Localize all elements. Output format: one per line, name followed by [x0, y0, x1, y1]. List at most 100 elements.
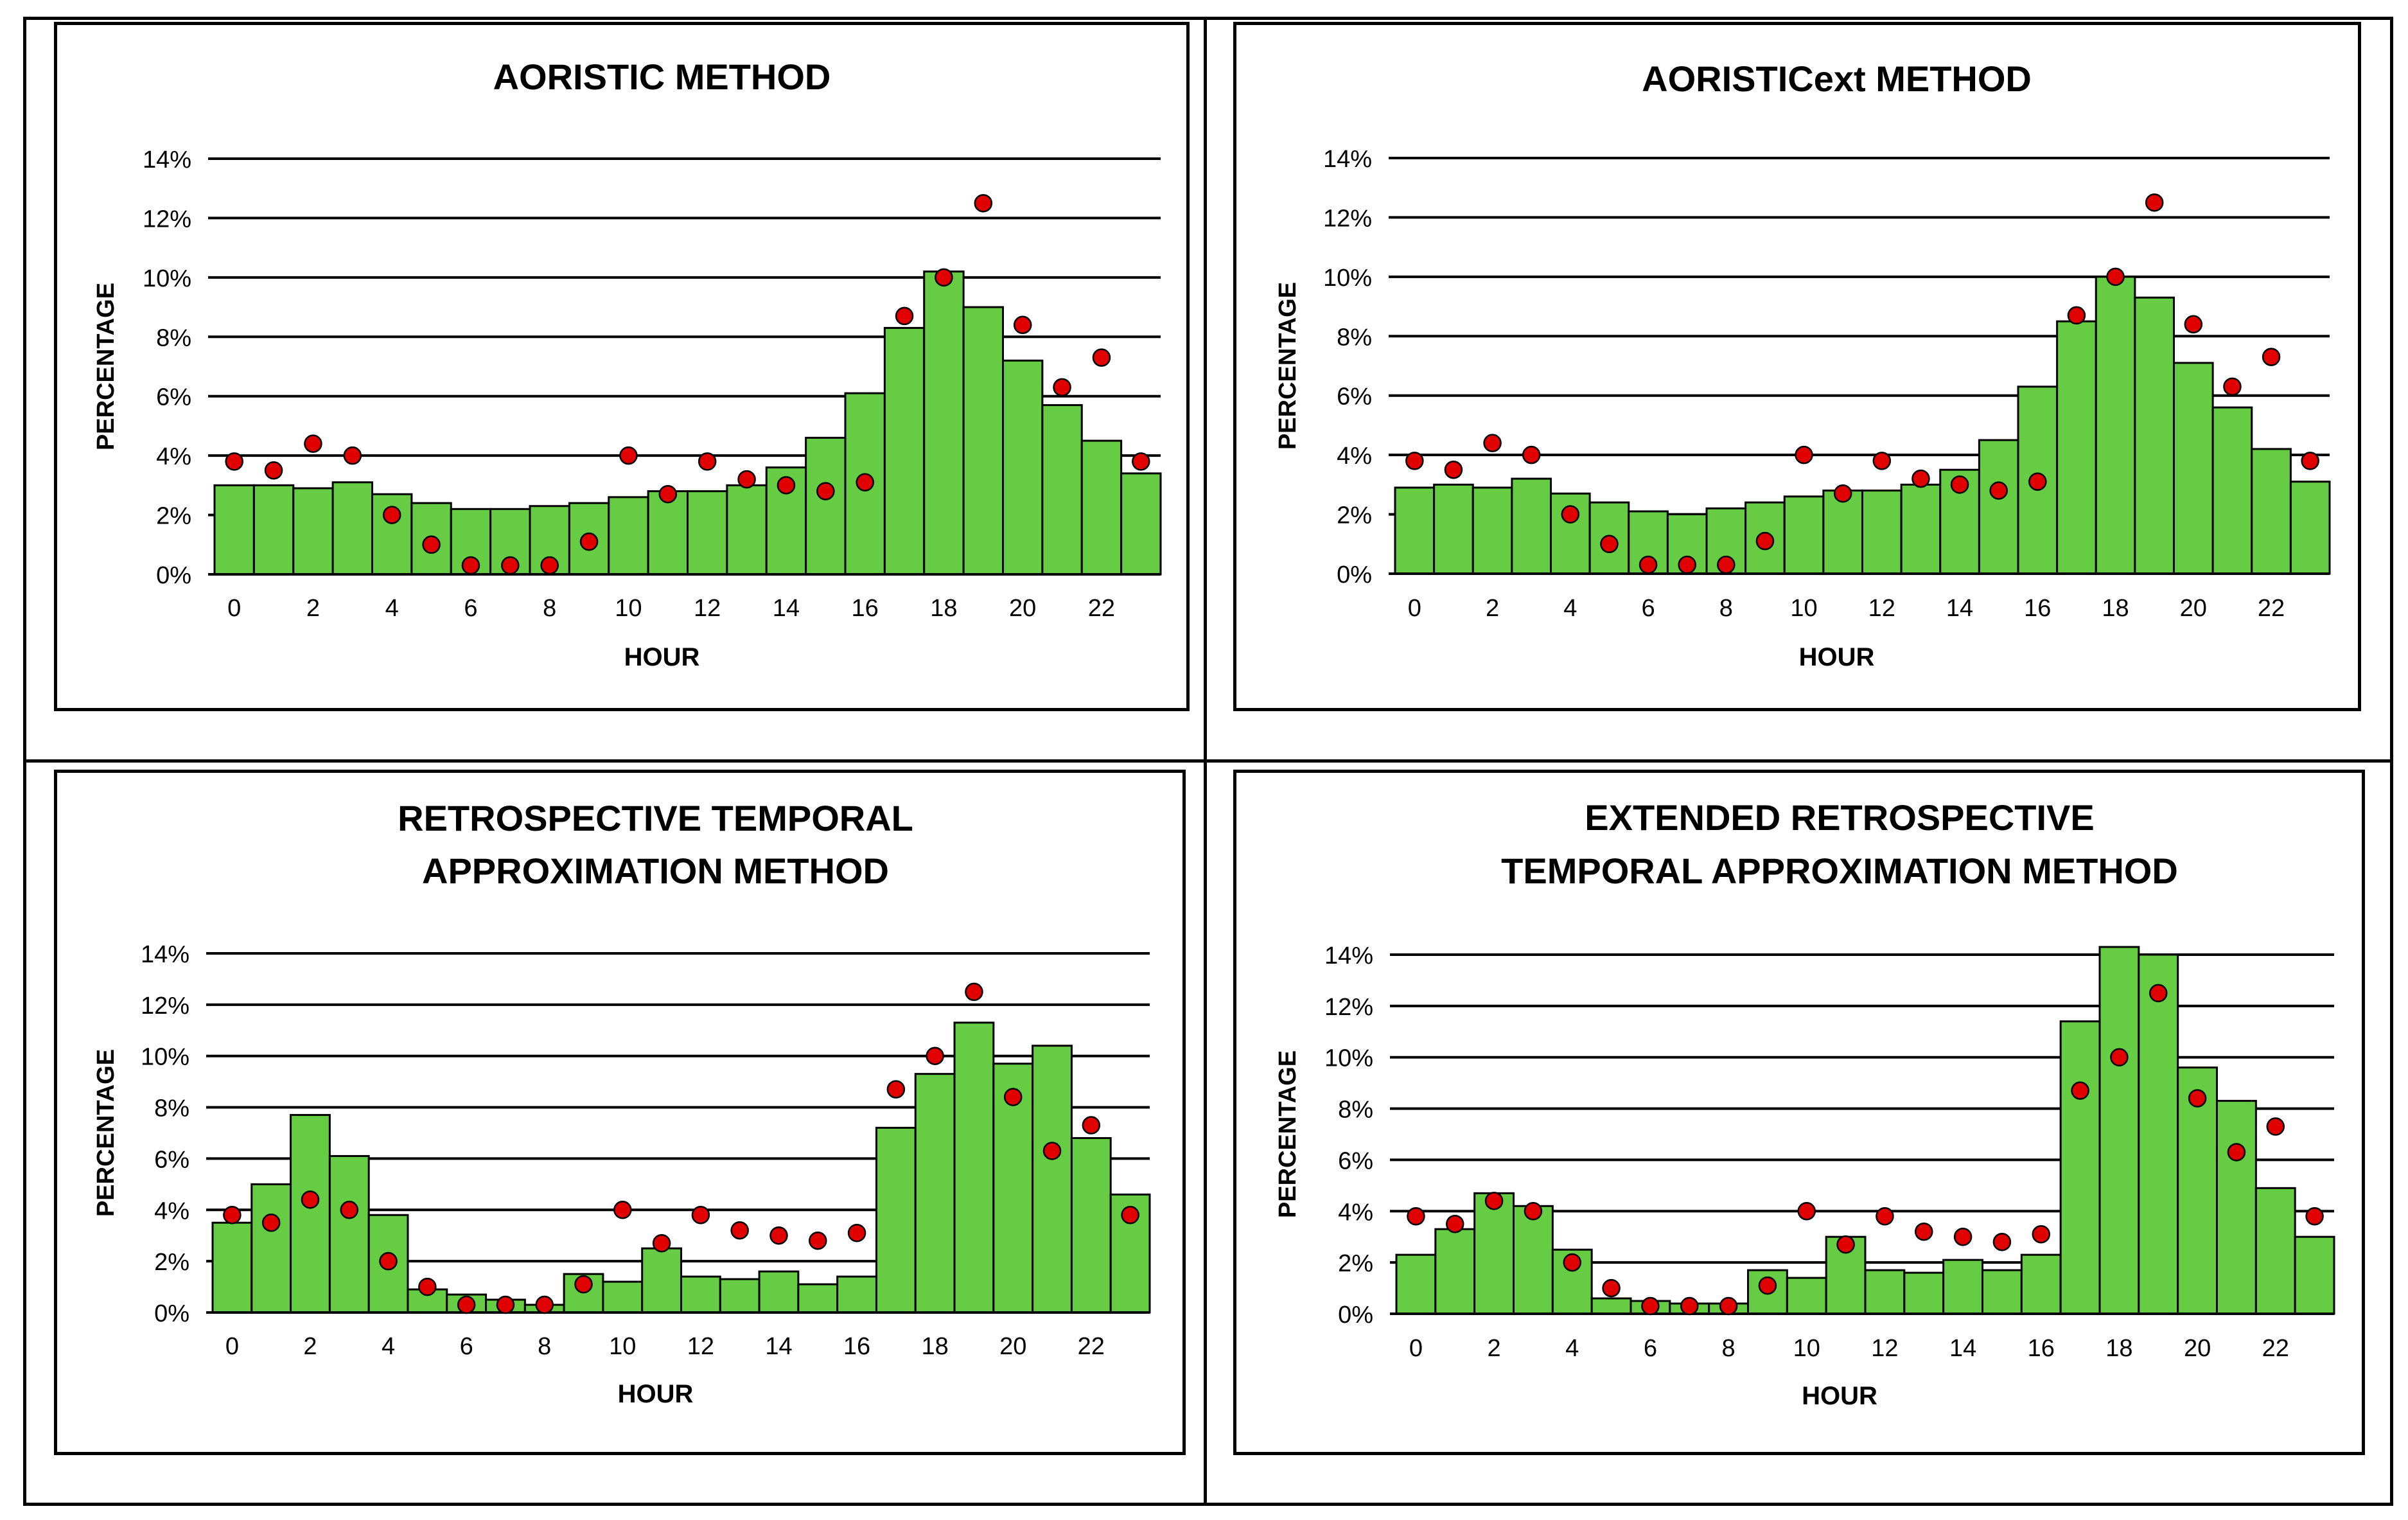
chart-panel-retrospective: RETROSPECTIVE TEMPORAL APPROXIMATION METH… — [54, 770, 1186, 1455]
bar — [1433, 483, 1474, 575]
y-tick-label: 6% — [154, 1146, 189, 1173]
x-tick-label: 10 — [1790, 595, 1817, 622]
data-point — [730, 1221, 749, 1240]
bar — [2294, 1235, 2335, 1315]
data-point — [379, 1251, 398, 1271]
x-tick-label: 14 — [765, 1333, 792, 1360]
y-tick-label: 8% — [156, 324, 191, 351]
x-tick-label: 10 — [609, 1333, 636, 1360]
y-tick-label: 0% — [156, 562, 191, 589]
bar — [1822, 490, 1863, 575]
y-axis-label: PERCENTAGE — [1274, 282, 1301, 450]
x-tick-label: 18 — [2105, 1335, 2132, 1362]
data-point — [418, 1277, 437, 1296]
data-point — [1953, 1227, 1973, 1246]
data-point — [1876, 1207, 1894, 1226]
y-tick-label: 10% — [1323, 265, 1372, 292]
data-point — [1563, 1253, 1581, 1272]
bar — [1472, 486, 1513, 575]
data-point — [261, 1214, 281, 1232]
bar — [962, 306, 1004, 576]
chart-aoristic: AORISTIC METHOD 0% 2% 4% 6% 8% 10% 12% 14% 0 2 4 6 8 1… — [92, 57, 1162, 671]
data-point — [1561, 505, 1580, 524]
data-point — [2262, 348, 2281, 366]
data-point — [2266, 1117, 2285, 1136]
y-tick-label: 12% — [1324, 994, 1373, 1021]
bar — [290, 1114, 331, 1314]
x-tick-label: 4 — [1563, 595, 1577, 622]
data-point — [652, 1233, 671, 1253]
data-point — [698, 452, 717, 471]
data-point — [340, 1201, 359, 1219]
x-axis-label: HOUR — [1799, 643, 1875, 671]
bar — [1786, 1277, 1827, 1315]
data-point — [974, 194, 993, 213]
bar — [2211, 406, 2253, 575]
bar — [641, 1247, 682, 1314]
data-point — [816, 482, 835, 500]
data-point — [1602, 1278, 1621, 1298]
chart-title: AORISTICext METHOD — [1642, 58, 2032, 99]
bar — [875, 1127, 917, 1314]
bar — [647, 490, 689, 576]
data-point — [1915, 1222, 1933, 1241]
x-tick-label: 6 — [1644, 1335, 1657, 1362]
bar — [2059, 1020, 2101, 1315]
data-point — [1405, 452, 1424, 470]
data-point — [382, 506, 401, 524]
data-point — [1053, 378, 1071, 397]
y-tick-label: 0% — [154, 1300, 189, 1327]
data-point — [1992, 1232, 2012, 1251]
bar — [1982, 1269, 2023, 1315]
bar — [2254, 1187, 2296, 1315]
y-tick-label: 14% — [1324, 942, 1373, 969]
data-point — [2110, 1048, 2129, 1066]
bar — [211, 1221, 253, 1314]
bar — [883, 326, 926, 576]
chart-title: AORISTIC METHOD — [493, 57, 831, 97]
x-tick-label: 8 — [538, 1333, 551, 1360]
x-tick-label: 4 — [1565, 1335, 1579, 1362]
x-tick-label: 12 — [694, 595, 721, 622]
bar — [1900, 483, 1942, 575]
y-tick-label: 4% — [154, 1197, 189, 1224]
data-point — [2106, 267, 2125, 287]
x-tick-label: 10 — [615, 595, 642, 622]
y-tick-label: 2% — [1337, 502, 1372, 529]
bar — [2134, 296, 2175, 575]
bar — [1864, 1269, 1906, 1315]
chart-title: EXTENDED RETROSPECTIVE — [1585, 797, 2094, 838]
data-point — [225, 452, 243, 471]
bar — [1434, 1228, 1476, 1315]
data-point — [496, 1295, 515, 1314]
y-tick-label: 14% — [143, 146, 191, 173]
bar — [1473, 1192, 1515, 1315]
x-tick-label: 12 — [1871, 1335, 1898, 1362]
x-tick-label: 22 — [2258, 595, 2285, 622]
y-tick-label: 4% — [1337, 443, 1372, 470]
chart-retrospective: RETROSPECTIVE TEMPORAL APPROXIMATION METH… — [92, 798, 1151, 1408]
y-tick-label: 8% — [1338, 1097, 1373, 1124]
data-point — [847, 1223, 866, 1242]
y-axis-label: PERCENTAGE — [92, 283, 119, 450]
data-point — [1797, 1202, 1816, 1221]
data-point — [895, 306, 914, 326]
y-tick-label: 10% — [143, 265, 191, 292]
data-point — [1719, 1296, 1738, 1316]
bar — [213, 484, 255, 576]
bar — [797, 1283, 839, 1314]
x-tick-label: 20 — [999, 1333, 1026, 1360]
bar — [914, 1073, 956, 1314]
x-axis-label: HOUR — [1802, 1382, 1877, 1410]
data-point — [777, 476, 796, 495]
x-tick-label: 22 — [1078, 1333, 1105, 1360]
x-tick-label: 18 — [930, 595, 957, 622]
data-point — [2149, 984, 2168, 1003]
x-tick-label: 2 — [1486, 595, 1499, 622]
bar — [953, 1021, 995, 1314]
bar — [292, 487, 334, 576]
data-point — [1600, 535, 1619, 554]
x-tick-label: 22 — [1088, 595, 1115, 622]
bar — [1783, 495, 1825, 575]
y-tick-label: 0% — [1338, 1302, 1373, 1329]
